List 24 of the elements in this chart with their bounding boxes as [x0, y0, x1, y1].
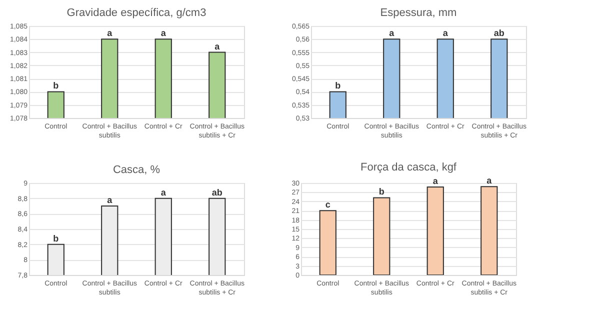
chart-title: Espessura, mm — [380, 7, 457, 19]
annotation: b — [335, 80, 342, 91]
bar — [373, 197, 390, 275]
annotation: b — [378, 186, 385, 197]
chart-title: Força da casca, kgf — [360, 162, 458, 174]
annotation: a — [107, 195, 114, 205]
annotation: b — [53, 80, 60, 91]
chart-title: Gravidade específica, g/cm3 — [66, 7, 206, 19]
bar — [426, 186, 444, 275]
annotation: a — [486, 176, 493, 186]
annotation: a — [389, 28, 396, 38]
annotation: ab — [494, 28, 505, 38]
annotation: a — [160, 187, 167, 198]
annotation: b — [53, 233, 60, 244]
annotation: a — [442, 28, 449, 38]
annotation: a — [160, 28, 167, 38]
annotation: ab — [212, 187, 223, 198]
annotation: a — [107, 28, 114, 38]
annotation: a — [432, 176, 439, 186]
chart-title: Casca, % — [112, 164, 160, 176]
annotation: a — [214, 41, 221, 52]
annotation: c — [325, 200, 330, 210]
bar — [480, 186, 498, 275]
bar — [319, 210, 336, 275]
